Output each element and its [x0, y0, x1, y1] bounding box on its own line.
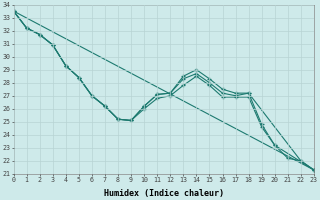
- X-axis label: Humidex (Indice chaleur): Humidex (Indice chaleur): [104, 189, 224, 198]
